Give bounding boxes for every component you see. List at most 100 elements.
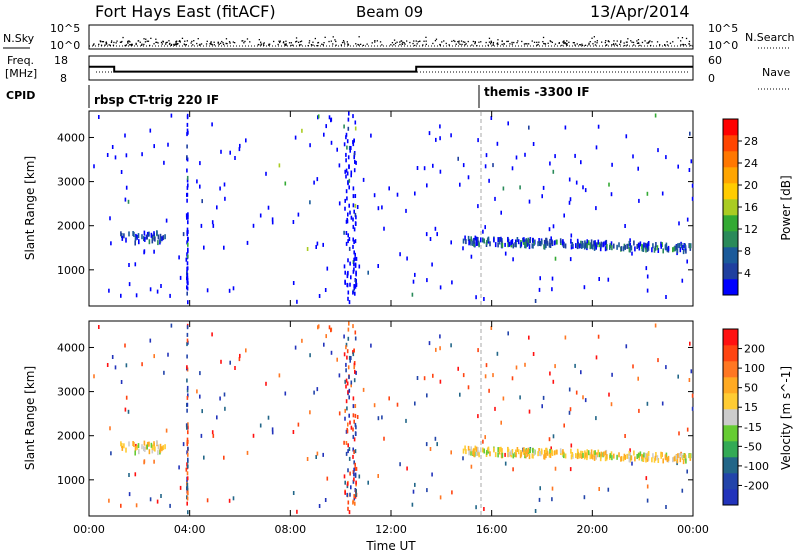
power-point — [149, 287, 152, 292]
velocity-point — [338, 411, 341, 416]
power-point — [606, 244, 608, 250]
power-point — [352, 244, 354, 249]
velocity-point — [352, 352, 355, 357]
colorbar-segment — [723, 329, 738, 346]
velocity-point — [108, 498, 110, 503]
velocity-point — [355, 488, 357, 493]
velocity-point — [388, 396, 390, 401]
velocity-point — [346, 349, 349, 354]
velocity-point — [352, 427, 354, 432]
velocity-point — [347, 422, 349, 427]
noise-point — [335, 40, 337, 43]
noise-point — [416, 43, 418, 45]
power-point — [412, 279, 415, 284]
power-point — [345, 152, 347, 157]
power-point — [187, 215, 189, 220]
velocity-point — [350, 380, 353, 385]
velocity-point — [412, 489, 415, 494]
power-point — [646, 274, 649, 279]
velocity-point — [343, 474, 346, 479]
power-point — [500, 243, 503, 248]
noise-point — [501, 43, 503, 46]
power-point — [528, 244, 531, 250]
velocity-point — [645, 476, 648, 481]
beam-title: Beam 09 — [356, 3, 423, 21]
velocity-point — [345, 342, 348, 347]
velocity-point — [522, 449, 525, 455]
velocity-point — [497, 447, 499, 453]
velocity-point — [134, 472, 137, 477]
velocity-point — [502, 396, 505, 401]
velocity-point — [598, 452, 601, 458]
velocity-point — [125, 447, 127, 453]
velocity-point — [157, 444, 160, 450]
power-point — [678, 242, 681, 248]
power-point — [504, 251, 507, 256]
power-point — [121, 235, 124, 241]
velocity-point — [354, 473, 357, 478]
noise-point — [680, 44, 682, 46]
velocity-point — [647, 455, 650, 461]
velocity-point — [552, 434, 555, 439]
velocity-point — [525, 449, 528, 455]
noise-point — [314, 37, 316, 40]
velocity-point — [154, 446, 156, 452]
noise-point — [406, 40, 408, 42]
velocity-point — [462, 373, 465, 378]
velocity-point — [348, 355, 351, 360]
velocity-point — [306, 457, 309, 461]
power-point — [354, 256, 356, 261]
velocity-point — [493, 447, 495, 453]
power-point — [344, 169, 346, 174]
power-point — [355, 270, 357, 275]
power-point — [414, 191, 416, 196]
velocity-point — [684, 453, 686, 459]
power-point — [98, 115, 100, 119]
noise-point — [637, 39, 640, 41]
power-point — [352, 217, 354, 222]
velocity-point — [484, 374, 487, 379]
power-point — [524, 241, 527, 247]
noise-point — [656, 41, 659, 43]
velocity-point — [571, 452, 574, 457]
velocity-point — [328, 325, 331, 330]
noise-point — [490, 40, 492, 42]
power-point — [541, 239, 543, 245]
noise-point — [613, 40, 615, 42]
velocity-point — [556, 449, 558, 455]
noise-point — [550, 40, 552, 43]
velocity-point — [483, 507, 485, 511]
velocity-point — [490, 326, 493, 330]
noise-point — [620, 40, 622, 42]
power-point — [367, 270, 369, 275]
noise-point — [558, 42, 560, 44]
power-point — [435, 137, 437, 142]
velocity-point — [511, 376, 514, 381]
colorbar-tick-label: 100 — [744, 362, 765, 375]
power-point — [211, 122, 213, 127]
power-point — [583, 285, 586, 290]
velocity-point — [514, 452, 516, 458]
power-point — [691, 196, 694, 201]
x-tick-label: 16:00 — [476, 523, 508, 536]
noise-point — [425, 40, 427, 42]
velocity-ylabel: Slant Range [km] — [23, 366, 37, 470]
velocity-point — [519, 395, 521, 400]
noise-point — [566, 44, 568, 46]
power-point — [685, 248, 687, 254]
velocity-point — [186, 332, 189, 337]
y-tick-label: 4000 — [57, 341, 85, 354]
velocity-point — [353, 378, 356, 383]
noise-point — [501, 40, 503, 42]
noise-point — [434, 40, 437, 42]
power-point — [646, 191, 649, 196]
power-point — [234, 156, 236, 160]
velocity-point — [315, 455, 317, 459]
power-point — [354, 263, 357, 268]
power-point — [323, 132, 325, 137]
noise-point — [357, 43, 359, 46]
noise-point — [413, 40, 415, 42]
velocity-point — [473, 452, 475, 458]
power-point — [478, 242, 480, 248]
power-point — [439, 169, 442, 174]
